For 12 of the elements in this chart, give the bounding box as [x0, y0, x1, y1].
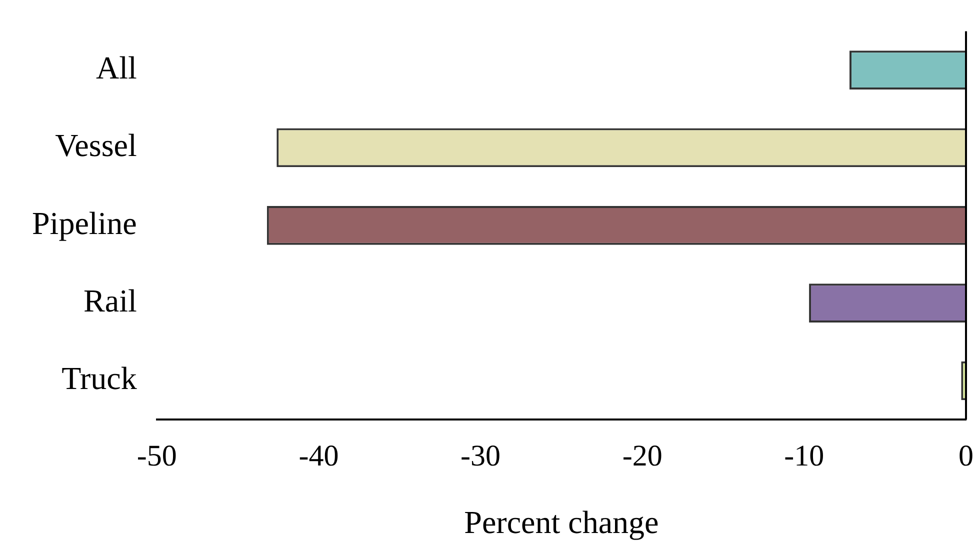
x-axis-title: Percent change: [464, 504, 659, 540]
y-tick-label: Truck: [62, 360, 137, 396]
y-tick-label: Pipeline: [32, 204, 137, 241]
x-tick-label: -10: [784, 439, 824, 472]
x-tick-label: -30: [460, 439, 501, 472]
x-tick-label: -20: [622, 439, 662, 472]
x-tick-label: 0: [958, 439, 974, 472]
y-tick-label: Vessel: [55, 127, 137, 164]
y-tick-label: Rail: [84, 282, 137, 318]
x-tick-label: -50: [136, 439, 177, 472]
x-tick-label: -40: [298, 439, 339, 472]
y-tick-label: All: [96, 49, 137, 86]
